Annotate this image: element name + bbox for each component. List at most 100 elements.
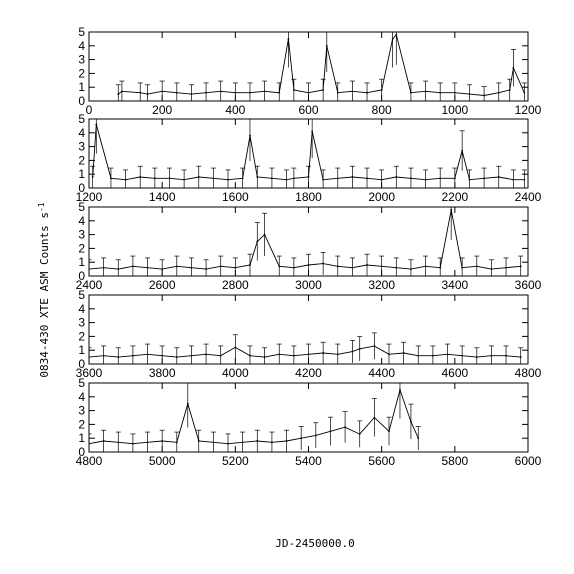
data-point (380, 178, 383, 181)
data-point (307, 353, 310, 356)
data-point (117, 441, 120, 444)
data-point (241, 177, 244, 180)
x-tick-label: 2200 (441, 190, 468, 204)
data-point (89, 268, 90, 270)
data-point (263, 233, 266, 236)
data-point (388, 430, 390, 433)
lightcurve-line (118, 33, 525, 96)
lightcurve-line (89, 209, 521, 270)
y-tick-label: 1 (78, 343, 85, 357)
x-tick-label: 2000 (368, 190, 395, 204)
y-axis-title-superscript: -1 (37, 202, 46, 212)
data-point (336, 353, 339, 356)
data-point (366, 264, 368, 266)
x-tick-label: 3200 (368, 278, 395, 292)
x-tick-label: 200 (152, 103, 172, 117)
data-point (519, 356, 522, 358)
data-point (219, 265, 222, 268)
data-point (278, 265, 281, 268)
data-point (190, 266, 193, 269)
data-point (508, 89, 511, 91)
data-point (453, 91, 456, 94)
y-tick-label: 4 (78, 390, 85, 404)
data-point (380, 265, 383, 268)
y-tick-label: 5 (78, 112, 85, 126)
data-point (263, 356, 266, 358)
data-point (490, 354, 493, 357)
data-point (190, 93, 193, 95)
data-point (351, 90, 354, 93)
data-point (336, 91, 339, 94)
x-tick-label: 5000 (149, 454, 176, 468)
data-point (110, 177, 112, 180)
y-tick-label: 2 (78, 329, 85, 343)
lightcurve-line (89, 388, 419, 445)
data-point (523, 91, 526, 94)
data-point (292, 266, 295, 269)
y-tick-label: 5 (78, 200, 85, 214)
x-tick-label: 4600 (441, 366, 468, 380)
x-tick-label: 0 (86, 103, 93, 117)
data-point (410, 91, 412, 94)
x-tick-label: 1800 (295, 190, 322, 204)
data-point (219, 90, 222, 93)
data-point (161, 90, 164, 93)
data-point (153, 177, 156, 180)
data-point (483, 94, 485, 97)
data-point (121, 90, 123, 93)
x-tick-label: 2400 (515, 190, 542, 204)
x-tick-label: 5600 (368, 454, 395, 468)
data-point (512, 178, 515, 181)
x-axis-title: JD-2450000.0 (275, 537, 354, 550)
data-point (490, 268, 493, 270)
x-tick-label: 4200 (295, 366, 322, 380)
data-point (234, 346, 237, 349)
data-point (391, 38, 394, 40)
data-point (256, 176, 259, 178)
data-point (322, 178, 325, 181)
data-point (329, 430, 332, 433)
data-point (417, 437, 420, 440)
data-point (373, 345, 376, 347)
x-tick-label: 1400 (149, 190, 176, 204)
x-tick-label: 5200 (222, 454, 249, 468)
data-point (322, 352, 325, 354)
data-point (139, 176, 142, 178)
data-point (205, 91, 207, 94)
x-tick-label: 1200 (515, 103, 542, 117)
data-point (358, 347, 361, 350)
data-point (102, 266, 105, 269)
data-point (292, 177, 295, 180)
data-point (424, 265, 427, 268)
data-point (132, 442, 134, 445)
data-point (410, 420, 412, 423)
data-point (292, 354, 295, 357)
data-point (183, 178, 186, 181)
data-point (95, 123, 98, 126)
data-point (292, 89, 295, 91)
data-point (336, 177, 339, 180)
data-point (366, 91, 368, 94)
data-point (322, 89, 325, 91)
data-point (197, 176, 200, 178)
data-point (351, 176, 354, 178)
data-point (311, 130, 314, 133)
panel-3-data (89, 207, 524, 276)
data-point (124, 178, 127, 181)
data-point (446, 353, 449, 356)
data-point (325, 44, 328, 47)
y-tick-label: 3 (78, 316, 85, 330)
data-point (399, 389, 401, 391)
data-point (439, 177, 442, 180)
data-point (439, 91, 442, 94)
data-point (505, 354, 507, 357)
y-tick-label: 2 (78, 417, 85, 431)
data-point (366, 177, 368, 180)
data-point (175, 91, 178, 94)
x-tick-label: 1600 (222, 190, 249, 204)
data-point (241, 441, 244, 444)
